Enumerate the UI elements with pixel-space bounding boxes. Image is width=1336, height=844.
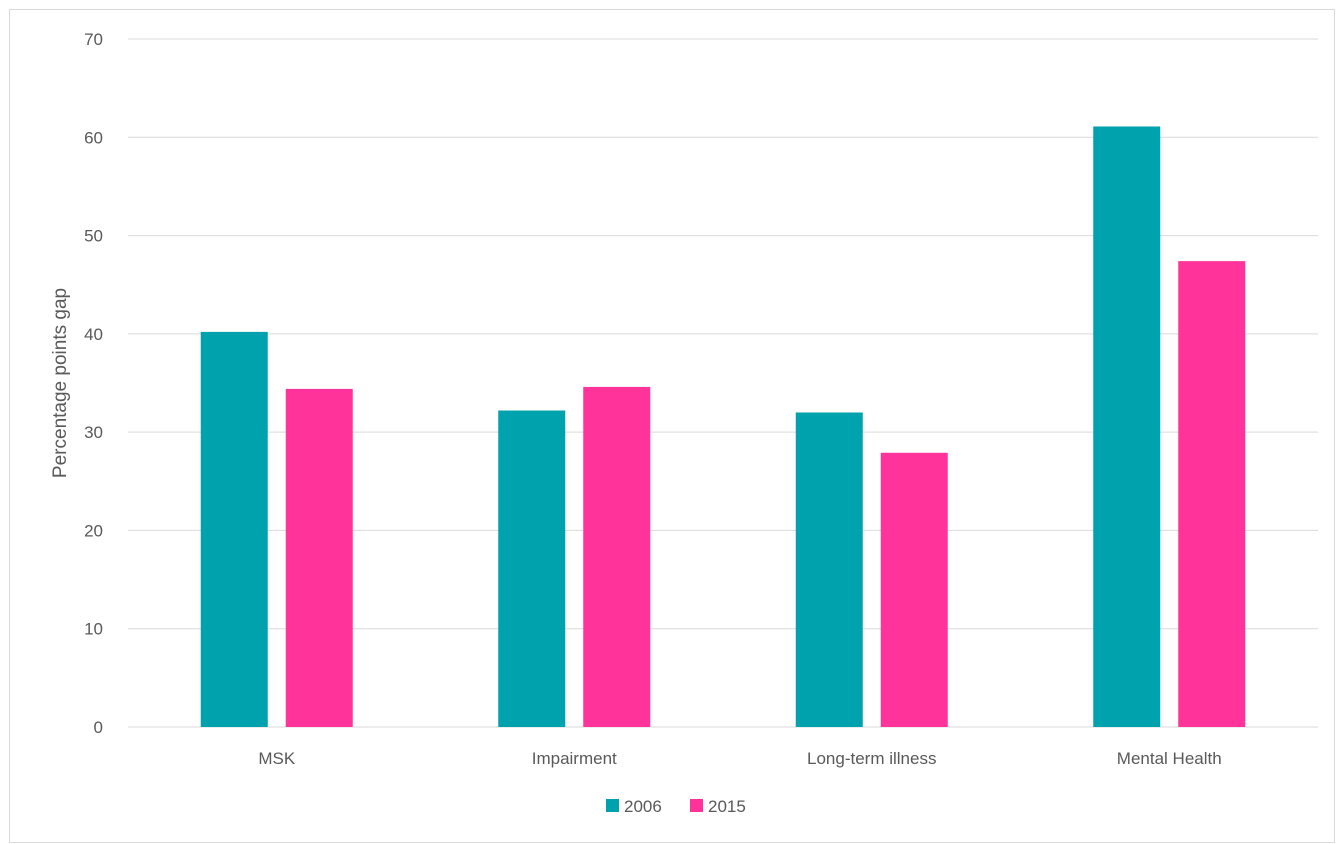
y-tick-label: 60: [84, 128, 103, 147]
bars: [200, 126, 1246, 727]
y-tick-label: 0: [94, 718, 103, 737]
x-tick-label: Impairment: [532, 749, 617, 768]
bar-2006-long-term-illness: [795, 412, 863, 727]
x-tick-label: MSK: [258, 749, 296, 768]
y-tick-label: 20: [84, 521, 103, 540]
y-axis-label: Percentage points gap: [50, 288, 71, 478]
legend-label-2015: 2015: [708, 797, 746, 816]
legend-label-2006: 2006: [624, 797, 662, 816]
y-tick-label: 30: [84, 423, 103, 442]
bar-2006-mental-health: [1093, 126, 1161, 727]
legend: 2006 2015: [606, 797, 746, 816]
x-axis-ticks: MSK Impairment Long-term illness Mental Hea…: [258, 749, 1221, 768]
bar-2006-msk: [200, 331, 268, 727]
y-axis-ticks: 0 10 20 30 40 50 60 70: [84, 30, 103, 737]
bar-2015-long-term-illness: [880, 452, 948, 727]
legend-swatch-2015: [690, 799, 703, 812]
bar-2015-mental-health: [1178, 261, 1246, 727]
legend-swatch-2006: [606, 799, 619, 812]
bar-2015-msk: [285, 388, 353, 727]
bar-2015-impairment: [583, 386, 651, 727]
y-tick-label: 50: [84, 227, 103, 246]
bar-2006-impairment: [498, 410, 566, 727]
y-tick-label: 10: [84, 620, 103, 639]
y-tick-label: 70: [84, 30, 103, 49]
x-tick-label: Mental Health: [1117, 749, 1222, 768]
y-tick-label: 40: [84, 325, 103, 344]
x-tick-label: Long-term illness: [807, 749, 936, 768]
